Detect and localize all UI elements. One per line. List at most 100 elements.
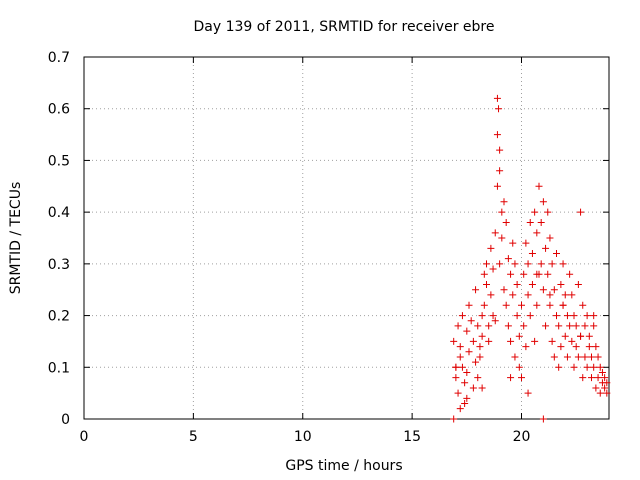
data-point [465, 301, 473, 309]
x-axis-title: GPS time / hours [285, 458, 402, 474]
data-point [478, 332, 486, 340]
data-point [570, 363, 578, 371]
data-point [594, 353, 602, 361]
data-point [496, 146, 504, 154]
data-point [546, 234, 554, 242]
data-point [456, 343, 464, 351]
data-point [577, 332, 585, 340]
data-point [469, 384, 477, 392]
data-point [456, 405, 464, 413]
data-point [592, 343, 600, 351]
data-point [590, 312, 598, 320]
data-point [493, 182, 501, 190]
data-point [524, 291, 532, 299]
data-point [502, 301, 510, 309]
data-point [566, 322, 574, 330]
data-point [500, 286, 508, 294]
data-point [570, 312, 578, 320]
data-point [601, 374, 609, 382]
data-point [577, 208, 585, 216]
data-point [509, 291, 517, 299]
data-point [548, 337, 556, 345]
data-point [590, 322, 598, 330]
data-point [450, 415, 458, 423]
data-point [544, 208, 552, 216]
data-point [553, 250, 560, 258]
data-point [474, 322, 482, 330]
data-points [450, 94, 611, 423]
data-point [596, 389, 604, 397]
plot-frame [83, 56, 610, 420]
data-point [526, 218, 534, 226]
data-point [507, 270, 515, 278]
y-tick-label: 0.6 [48, 102, 70, 118]
data-point [480, 301, 488, 309]
data-point [493, 94, 501, 102]
data-point [478, 384, 486, 392]
data-point [553, 312, 560, 320]
data-point [518, 374, 525, 382]
data-point [504, 322, 512, 330]
data-point [469, 337, 477, 345]
data-point [515, 363, 523, 371]
data-point [542, 244, 550, 252]
y-tick-label: 0.5 [48, 153, 70, 169]
data-point [563, 312, 571, 320]
data-point [598, 368, 606, 376]
data-point [504, 255, 512, 263]
data-point [458, 363, 466, 371]
x-tick-label: 5 [189, 429, 198, 445]
grid-lines [84, 57, 609, 419]
data-point [585, 343, 593, 351]
data-point [533, 301, 541, 309]
data-point [458, 312, 466, 320]
data-point [550, 286, 558, 294]
data-point [588, 353, 595, 361]
data-point [509, 239, 517, 247]
data-point [524, 260, 532, 268]
data-point [548, 260, 556, 268]
data-point [559, 260, 567, 268]
data-point [472, 358, 480, 366]
data-point [474, 374, 482, 382]
data-point [546, 301, 554, 309]
data-point [472, 286, 480, 294]
data-point [496, 260, 504, 268]
data-point [487, 244, 495, 252]
data-point [568, 337, 576, 345]
data-point [495, 105, 503, 113]
x-ticks: 0 5 10 15 20 [80, 57, 530, 445]
data-point [596, 363, 604, 371]
data-point [496, 167, 504, 175]
data-point [511, 353, 519, 361]
data-point [535, 182, 543, 190]
data-point [555, 322, 563, 330]
data-point [546, 291, 554, 299]
data-point [566, 270, 574, 278]
data-point [498, 208, 506, 216]
y-ticks: 0 0.1 0.2 0.3 0.4 0.5 0.6 0.7 [48, 50, 609, 428]
y-axis-title: SRMTID / TECUs [8, 182, 24, 295]
data-point [476, 343, 484, 351]
data-point [601, 384, 609, 392]
data-point [539, 286, 547, 294]
data-point [550, 353, 558, 361]
data-point [515, 332, 523, 340]
data-point [511, 260, 519, 268]
data-point [520, 270, 528, 278]
data-point [518, 301, 525, 309]
data-point [489, 265, 497, 273]
data-point [461, 399, 469, 407]
data-point [555, 363, 563, 371]
data-point [574, 281, 582, 289]
x-tick-label: 15 [403, 429, 421, 445]
data-point [461, 379, 469, 387]
data-point [568, 291, 576, 299]
data-point [452, 374, 460, 382]
data-point [563, 353, 571, 361]
data-point [542, 322, 550, 330]
data-point [452, 363, 460, 371]
data-point [528, 250, 536, 258]
data-point [537, 218, 545, 226]
